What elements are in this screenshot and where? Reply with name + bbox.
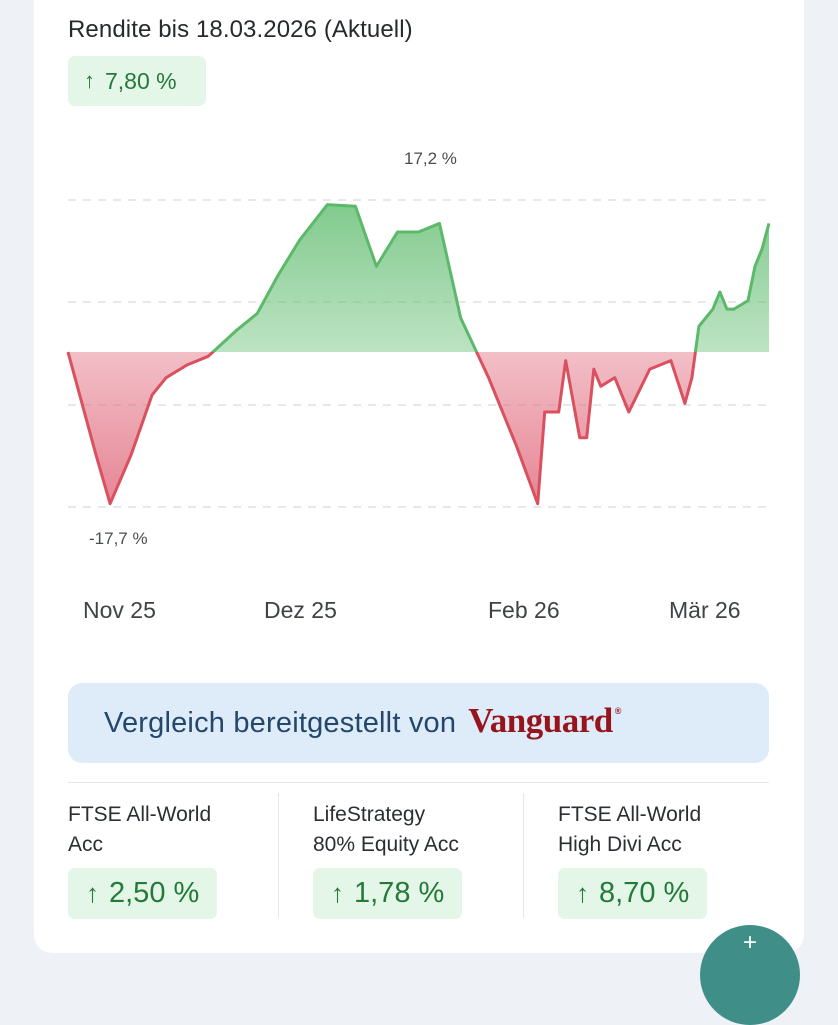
- fund-return-value: 8,70 %: [599, 877, 690, 909]
- banner-text: Vergleich bereitgestellt von: [104, 706, 457, 739]
- fund-name-line1: FTSE All-World: [558, 803, 702, 826]
- fund-return-value: 2,50 %: [109, 877, 200, 909]
- positive-line: [68, 203, 771, 352]
- column-divider-1: [278, 793, 279, 918]
- performance-card: [34, 0, 804, 953]
- fund-name-line1: FTSE All-World: [68, 803, 212, 826]
- column-divider-2: [523, 793, 524, 918]
- vanguard-logo: Vanguard ®: [468, 701, 621, 741]
- fund-ftse-all-world-high-divi-acc[interactable]: FTSE All-World High Divi Acc ↑ 8,70 %: [558, 800, 778, 919]
- arrow-up-icon: ↑: [84, 68, 95, 93]
- x-label-nov-25: Nov 25: [83, 597, 156, 623]
- fund-name: LifeStrategy 80% Equity Acc: [313, 800, 533, 860]
- return-chart[interactable]: 17,2 % -17,7 % Nov 25 Dez 25 Feb 26 Mär …: [0, 0, 838, 660]
- chat-icon: +: [743, 929, 758, 956]
- page-title: Rendite bis 18.03.2026 (Aktuell): [68, 16, 413, 43]
- divider: [68, 782, 769, 783]
- negative-line: [66, 352, 697, 506]
- vanguard-logo-text: Vanguard: [468, 701, 613, 740]
- fund-return-badge: ↑ 1,78 %: [313, 868, 463, 919]
- arrow-up-icon: ↑: [331, 878, 344, 908]
- fund-name-line1: LifeStrategy: [313, 803, 426, 826]
- max-label: 17,2 %: [404, 149, 457, 168]
- negative-area: [68, 352, 769, 504]
- x-label-feb-26: Feb 26: [488, 597, 560, 623]
- fund-return-value: 1,78 %: [354, 877, 445, 909]
- x-label-dez-25: Dez 25: [264, 597, 337, 623]
- fund-name-line2: High Divi Acc: [558, 833, 682, 856]
- arrow-up-icon: ↑: [576, 878, 589, 908]
- fund-lifestrategy-80-equity-acc[interactable]: LifeStrategy 80% Equity Acc ↑ 1,78 %: [313, 800, 533, 919]
- fund-return-badge: ↑ 2,50 %: [68, 868, 218, 919]
- min-label: -17,7 %: [89, 529, 148, 548]
- vanguard-comparison-banner[interactable]: Vergleich bereitgestellt von Vanguard ®: [68, 683, 769, 763]
- fund-name-line2: Acc: [68, 833, 104, 856]
- registered-mark: ®: [614, 706, 622, 716]
- fund-ftse-all-world-acc[interactable]: FTSE All-World Acc ↑ 2,50 %: [68, 800, 288, 919]
- fund-name: FTSE All-World High Divi Acc: [558, 800, 778, 860]
- fund-return-badge: ↑ 8,70 %: [558, 868, 708, 919]
- positive-area: [68, 204, 769, 352]
- chat-fab-button[interactable]: +: [700, 925, 800, 1025]
- fund-name: FTSE All-World Acc: [68, 800, 288, 860]
- total-return-value: 7,80 %: [105, 67, 177, 94]
- fund-name-line2: 80% Equity Acc: [313, 833, 459, 856]
- x-label-maer-26: Mär 26: [669, 597, 741, 623]
- total-return-badge: ↑ 7,80 %: [68, 56, 206, 106]
- arrow-up-icon: ↑: [86, 878, 99, 908]
